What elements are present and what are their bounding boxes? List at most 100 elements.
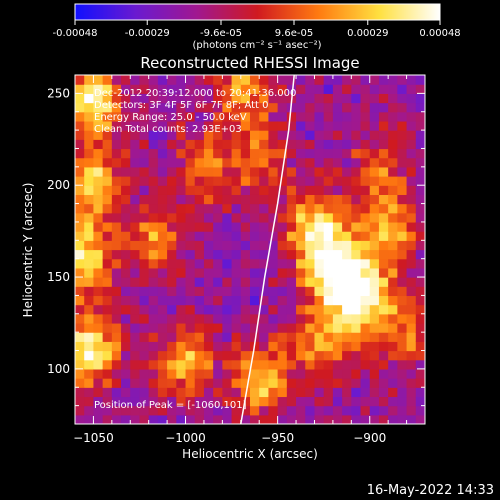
heatmap-cell bbox=[277, 267, 288, 278]
heatmap-cell bbox=[139, 405, 150, 416]
heatmap-cell bbox=[231, 396, 242, 407]
heatmap-cell bbox=[397, 258, 408, 269]
heatmap-cell bbox=[305, 148, 316, 159]
heatmap-cell bbox=[305, 102, 316, 113]
heatmap-cell bbox=[111, 130, 122, 140]
heatmap-cell bbox=[342, 84, 352, 94]
heatmap-cell bbox=[231, 176, 242, 186]
heatmap-cell bbox=[305, 322, 316, 333]
heatmap-cell bbox=[93, 93, 104, 104]
heatmap-cell bbox=[213, 120, 223, 131]
heatmap-cell bbox=[268, 84, 279, 94]
heatmap-cell bbox=[84, 322, 95, 333]
heatmap-cell bbox=[314, 378, 325, 388]
heatmap-cell bbox=[277, 249, 288, 260]
heatmap-cell bbox=[305, 304, 316, 315]
heatmap-cell bbox=[240, 166, 251, 177]
heatmap-cell bbox=[93, 120, 104, 131]
heatmap-cell bbox=[388, 240, 398, 251]
heatmap-cell bbox=[213, 249, 223, 260]
heatmap-cell bbox=[185, 277, 196, 287]
heatmap-cell bbox=[167, 396, 177, 407]
heatmap-cell bbox=[268, 378, 279, 388]
heatmap-cell bbox=[351, 286, 362, 297]
heatmap-cell bbox=[194, 350, 205, 361]
heatmap-cell bbox=[342, 176, 352, 186]
x-tick-label: −900 bbox=[353, 431, 386, 445]
heatmap-cell bbox=[305, 249, 316, 260]
heatmap-cell bbox=[176, 75, 187, 85]
heatmap-cell bbox=[369, 194, 380, 205]
heatmap-cell bbox=[369, 396, 380, 407]
heatmap-cell bbox=[259, 176, 270, 186]
heatmap-cell bbox=[203, 176, 214, 186]
heatmap-cell bbox=[102, 359, 113, 370]
heatmap-cell bbox=[305, 111, 316, 122]
heatmap-cell bbox=[139, 313, 150, 324]
heatmap-cell bbox=[194, 166, 205, 177]
heatmap-cell bbox=[139, 148, 150, 159]
annotation-energy-range: Energy Range: 25.0 - 50.0 keV bbox=[94, 112, 247, 123]
heatmap-cell bbox=[369, 166, 380, 177]
heatmap-cell bbox=[176, 286, 187, 297]
heatmap-cell bbox=[111, 387, 122, 398]
heatmap-cell bbox=[93, 322, 104, 333]
heatmap-cell bbox=[102, 231, 113, 241]
heatmap-cell bbox=[305, 194, 316, 205]
colorbar-units-label: (photons cm⁻² s⁻¹ asec⁻²) bbox=[192, 40, 321, 51]
heatmap-cell bbox=[360, 231, 371, 241]
x-tick-label: −1000 bbox=[165, 431, 206, 445]
heatmap-cell bbox=[167, 84, 177, 94]
heatmap-cell bbox=[139, 75, 150, 85]
heatmap-cell bbox=[369, 93, 380, 104]
heatmap-cell bbox=[360, 194, 371, 205]
heatmap-cell bbox=[111, 267, 122, 278]
heatmap-cell bbox=[286, 368, 297, 379]
heatmap-cell bbox=[176, 368, 187, 379]
heatmap-cell bbox=[314, 396, 325, 407]
heatmap-cell bbox=[323, 157, 334, 168]
heatmap-cell bbox=[157, 120, 168, 131]
heatmap-cell bbox=[277, 378, 288, 388]
heatmap-cell bbox=[157, 378, 168, 388]
heatmap-cell bbox=[203, 267, 214, 278]
heatmap-cell bbox=[351, 378, 362, 388]
heatmap-cell bbox=[342, 194, 352, 205]
heatmap-cell bbox=[222, 102, 233, 113]
heatmap-cell bbox=[296, 387, 306, 398]
heatmap-cell bbox=[277, 93, 288, 104]
heatmap-cell bbox=[102, 277, 113, 287]
heatmap-cell bbox=[250, 286, 260, 297]
y-tick-label: 250 bbox=[47, 86, 70, 100]
heatmap-cell bbox=[185, 130, 196, 140]
heatmap-cell bbox=[305, 286, 316, 297]
heatmap-cell bbox=[268, 120, 279, 131]
heatmap-cell bbox=[406, 304, 417, 315]
heatmap-cell bbox=[388, 157, 398, 168]
heatmap-cell bbox=[268, 341, 279, 352]
heatmap-cell bbox=[415, 120, 425, 131]
heatmap-cell bbox=[231, 139, 242, 150]
heatmap-cell bbox=[332, 405, 343, 416]
heatmap-cell bbox=[102, 166, 113, 177]
heatmap-cell bbox=[268, 277, 279, 287]
heatmap-cell bbox=[268, 240, 279, 251]
heatmap-cell bbox=[194, 277, 205, 287]
heatmap-cell bbox=[342, 111, 352, 122]
heatmap-cell bbox=[167, 286, 177, 297]
heatmap-cell bbox=[277, 231, 288, 241]
heatmap-cell bbox=[194, 368, 205, 379]
x-axis-label: Heliocentric X (arcsec) bbox=[182, 447, 318, 461]
heatmap-cell bbox=[194, 185, 205, 195]
heatmap-cell bbox=[268, 148, 279, 159]
heatmap-cell bbox=[323, 240, 334, 251]
heatmap-cell bbox=[148, 258, 159, 269]
heatmap-cell bbox=[93, 203, 104, 214]
heatmap-cell bbox=[93, 240, 104, 251]
heatmap-cell bbox=[176, 267, 187, 278]
heatmap-cell bbox=[415, 194, 425, 205]
heatmap-cell bbox=[240, 148, 251, 159]
heatmap-cell bbox=[388, 286, 398, 297]
heatmap-cell bbox=[323, 75, 334, 85]
heatmap-cell bbox=[139, 414, 150, 424]
